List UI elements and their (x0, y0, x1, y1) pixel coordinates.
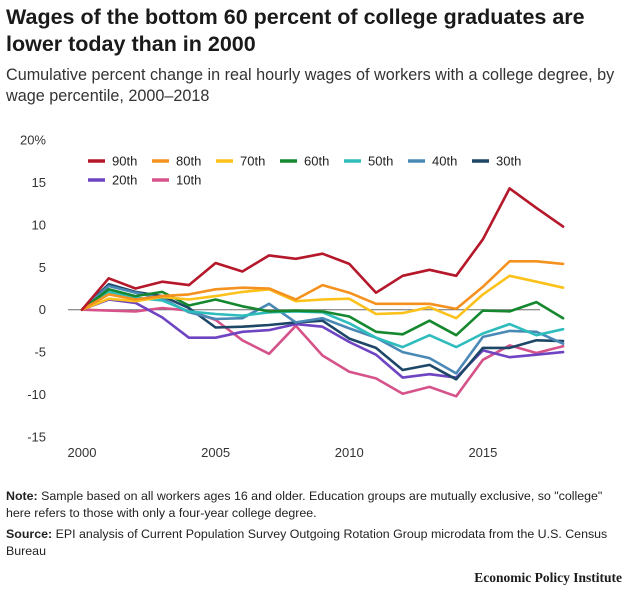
series-line-20th (80, 298, 565, 379)
legend: 90th 80th 70th 60th 50th 40th 30th 20th 10th (88, 154, 521, 188)
y-tick-label: 10 (32, 217, 46, 232)
y-tick-label: -15 (27, 430, 46, 445)
series-line-40th (80, 284, 565, 375)
note: Note: Sample based on all workers ages 1… (6, 488, 621, 522)
source: Source: EPI analysis of Current Populati… (6, 526, 621, 560)
note-text: Sample based on all workers ages 16 and … (6, 489, 603, 520)
legend-item-80th: 80th (152, 154, 201, 169)
x-tick-label: 2015 (468, 445, 497, 460)
x-tick-label: 2000 (68, 445, 97, 460)
line-chart: 20% 15 10 5 0 -5 -10 -15 2000 2005 2010 2015 90th 8… (20, 133, 565, 460)
x-tick-label: 2010 (335, 445, 364, 460)
legend-label: 40th (432, 154, 457, 169)
chart-subtitle: Cumulative percent change in real hourly… (6, 66, 615, 105)
legend-label: 80th (176, 154, 201, 169)
source-label: Source: (6, 527, 53, 541)
legend-item-30th: 30th (472, 154, 521, 169)
legend-label: 20th (112, 173, 137, 188)
notes: Note: Sample based on all workers ages 1… (6, 488, 621, 564)
publisher-logo: Economic Policy Institute (474, 570, 622, 585)
legend-label: 70th (240, 154, 265, 169)
legend-label: 60th (304, 154, 329, 169)
series-group (80, 187, 565, 398)
series-line-10th (80, 306, 565, 398)
x-axis: 2000 2005 2010 2015 (68, 445, 498, 460)
source-text: EPI analysis of Current Population Surve… (6, 527, 608, 558)
series-line-90th (80, 187, 565, 312)
y-tick-label: 15 (32, 175, 46, 190)
y-tick-label: 20% (20, 133, 46, 148)
y-tick-label: 5 (39, 260, 46, 275)
legend-label: 50th (368, 154, 393, 169)
chart-title: Wages of the bottom 60 percent of colleg… (6, 5, 585, 56)
y-tick-label: -10 (27, 387, 46, 402)
legend-label: 90th (112, 154, 137, 169)
legend-item-70th: 70th (216, 154, 265, 169)
series-line-80th (80, 259, 565, 312)
y-axis: 20% 15 10 5 0 -5 -10 -15 (20, 133, 46, 445)
series-line-60th (80, 287, 565, 337)
legend-item-40th: 40th (408, 154, 457, 169)
y-tick-label: -5 (34, 345, 46, 360)
legend-item-60th: 60th (280, 154, 329, 169)
legend-item-90th: 90th (88, 154, 137, 169)
y-tick-label: 0 (39, 302, 46, 317)
legend-item-50th: 50th (344, 154, 393, 169)
legend-label: 30th (496, 154, 521, 169)
legend-label: 10th (176, 173, 201, 188)
legend-item-20th: 20th (88, 173, 137, 188)
legend-item-10th: 10th (152, 173, 201, 188)
x-tick-label: 2005 (201, 445, 230, 460)
note-label: Note: (6, 489, 38, 503)
